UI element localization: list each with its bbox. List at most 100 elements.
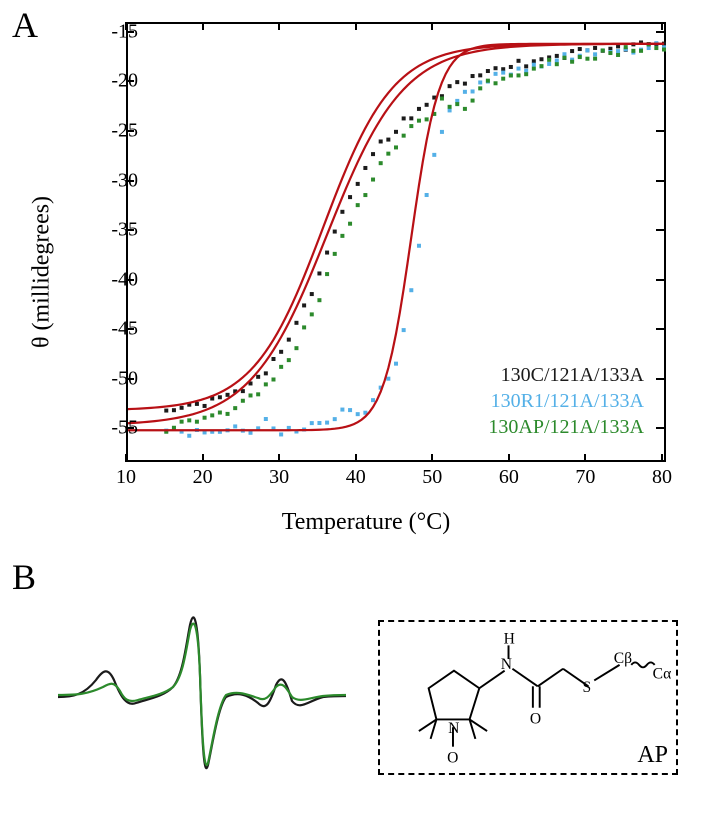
data-point [340,234,344,238]
ytick [656,180,664,182]
xtick-label: 20 [193,466,213,489]
data-point [417,107,421,111]
y-axis-label: θ (millidegrees) [29,196,56,348]
data-point [654,46,658,50]
data-point [478,86,482,90]
data-point [570,49,574,53]
data-point [509,74,513,78]
data-point [348,195,352,199]
panel-label-b: B [12,556,36,598]
data-point [333,230,337,234]
data-point [302,303,306,307]
data-point [203,416,207,420]
data-point [363,166,367,170]
wavy-bond [631,662,654,667]
data-point [294,321,298,325]
legend-entry: 130C/121A/133A [501,364,644,387]
data-point [555,62,559,66]
xtick [278,454,280,462]
data-point [616,53,620,57]
molecule-box: N O N H O S Cβ Cα AP [378,620,678,775]
atom-ca: Cα [653,666,672,683]
epr-spectrum [48,595,348,795]
data-point [631,49,635,53]
data-point [264,417,268,421]
bond [594,665,619,681]
ytick-label: -55 [78,417,138,440]
data-point [317,298,321,302]
data-point [256,375,260,379]
data-point [639,49,643,53]
data-point [195,420,199,424]
data-point [348,222,352,226]
epr-trace-black [58,617,346,768]
data-point [180,406,184,410]
data-point [325,251,329,255]
data-point [379,161,383,165]
atom-s: S [583,679,592,696]
data-point [501,71,505,75]
data-point [494,81,498,85]
ytick-label: -35 [78,219,138,242]
ytick-label: -45 [78,318,138,341]
data-point [371,152,375,156]
data-point [478,73,482,77]
data-point [310,421,314,425]
bond [479,671,504,689]
data-point [409,116,413,120]
data-point [463,107,467,111]
data-point [386,152,390,156]
data-point [532,67,536,71]
xtick [661,454,663,462]
data-point [249,393,253,397]
data-point [662,48,666,52]
data-point [471,89,475,93]
data-point [310,292,314,296]
xtick [125,454,127,462]
atom-o-ring: O [447,749,458,766]
data-point [402,328,406,332]
data-point [471,74,475,78]
xtick [355,454,357,462]
data-point [425,117,429,121]
data-point [241,399,245,403]
data-point [386,138,390,142]
data-point [279,432,283,436]
data-point [471,99,475,103]
data-point [417,244,421,248]
data-point [218,395,222,399]
panel-label-a: A [12,4,38,46]
ytick-label: -50 [78,367,138,390]
data-point [325,272,329,276]
xtick-label: 50 [422,466,442,489]
data-point [524,64,528,68]
data-point [333,252,337,256]
data-point [310,312,314,316]
data-point [440,130,444,134]
x-axis-label: Temperature (°C) [282,509,451,536]
data-point [494,66,498,70]
ytick [656,378,664,380]
data-point [593,57,597,61]
xtick-label: 30 [269,466,289,489]
data-point [409,288,413,292]
data-point [233,424,237,428]
bond [512,669,537,687]
xtick-label: 70 [575,466,595,489]
data-point [271,377,275,381]
atom-o: O [530,710,541,727]
data-point [494,72,498,76]
data-point [463,90,467,94]
ytick [656,130,664,132]
data-point [271,357,275,361]
data-point [203,404,207,408]
data-point [601,48,605,52]
ytick-label: -20 [78,70,138,93]
data-point [532,63,536,67]
xtick [508,22,510,30]
data-point [294,346,298,350]
plot-area: 130C/121A/133A130R1/121A/133A130AP/121A/… [126,22,666,462]
data-point [486,69,490,73]
data-point [402,116,406,120]
data-point [448,108,452,112]
